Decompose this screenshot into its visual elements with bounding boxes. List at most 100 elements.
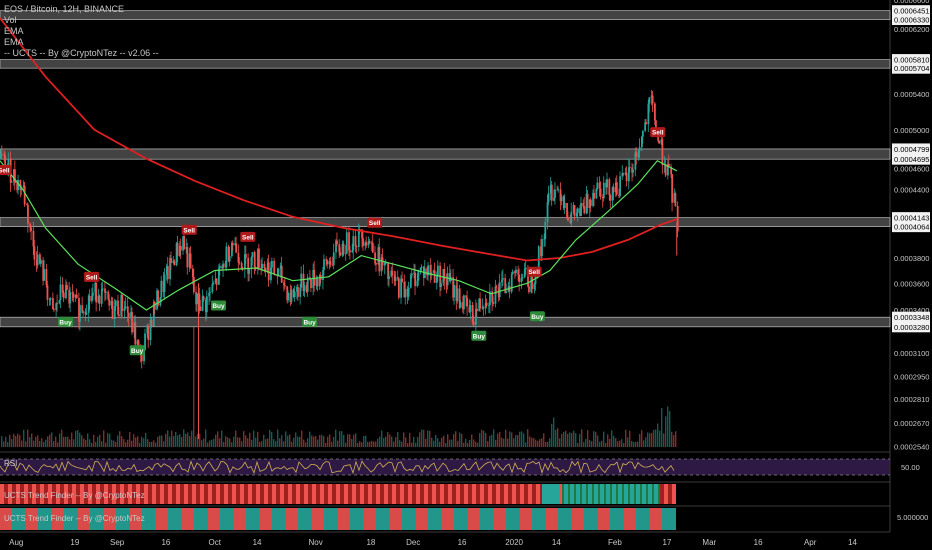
- signal-box: [529, 311, 545, 322]
- volume-bar: [579, 434, 581, 447]
- candle-body: [131, 312, 133, 333]
- trend-bar: [598, 508, 600, 530]
- trend-bar: [222, 484, 224, 504]
- volume-bar: [439, 441, 441, 447]
- trend-bar: [258, 508, 260, 530]
- trend-bar: [232, 508, 234, 530]
- volume-bar: [333, 436, 335, 447]
- trend-bar: [148, 508, 150, 530]
- volume-bar: [295, 432, 297, 447]
- trend-bar: [26, 484, 28, 504]
- trend-bar: [34, 484, 36, 504]
- trend-bar: [344, 508, 346, 530]
- legend-item-ucts[interactable]: -- UCTS -- By @CryptoNTez -- v2.06 --: [4, 48, 159, 58]
- trend-bar: [336, 484, 338, 504]
- trend-bar: [314, 484, 316, 504]
- candle-body: [178, 245, 181, 256]
- legend-item-ema-fast[interactable]: EMA: [4, 26, 24, 36]
- volume-bar: [249, 432, 251, 447]
- volume-bar: [353, 434, 355, 447]
- trend-bar: [106, 508, 108, 530]
- volume-bar: [137, 436, 139, 447]
- trend-bar: [156, 484, 158, 504]
- candle-body: [440, 283, 443, 287]
- volume-bar: [495, 439, 497, 447]
- volume-bar: [173, 436, 175, 447]
- volume-bar: [297, 436, 299, 447]
- candle-body: [48, 299, 51, 301]
- trend-bar: [660, 508, 662, 530]
- trend-bar: [422, 508, 424, 530]
- candle-body: [400, 278, 403, 298]
- trend-bar: [670, 508, 672, 530]
- candle-body: [98, 295, 101, 304]
- trend-bar: [166, 484, 168, 504]
- trend-bar: [592, 508, 594, 530]
- trend-bar: [520, 484, 522, 504]
- candle-body: [605, 182, 607, 188]
- volume-bar: [401, 441, 403, 447]
- candle-body: [231, 243, 233, 256]
- volume-bar: [107, 433, 109, 447]
- trend-bar: [60, 508, 62, 530]
- candle-body: [554, 189, 556, 198]
- trend-bar: [470, 508, 472, 530]
- trend-bar: [318, 484, 320, 504]
- trend-bar: [360, 508, 362, 530]
- volume-bar: [563, 431, 565, 447]
- trend-bar: [286, 508, 288, 530]
- candle-body: [549, 184, 552, 194]
- trend-bar: [240, 508, 242, 530]
- candle-body: [445, 280, 448, 286]
- volume-bar: [497, 433, 499, 447]
- volume-bar: [473, 439, 475, 447]
- trend-bar: [194, 508, 196, 530]
- volume-bar: [649, 433, 651, 447]
- candle-body: [433, 270, 436, 283]
- trend-bar: [216, 484, 218, 504]
- trend-bar: [184, 484, 186, 504]
- trend-bar: [388, 484, 390, 504]
- candle-body: [72, 293, 75, 298]
- trend-bar: [664, 508, 666, 530]
- candle-body: [30, 227, 33, 231]
- trend-bar: [80, 484, 82, 504]
- candle-body: [322, 270, 324, 281]
- trend-bar: [496, 484, 498, 504]
- candle-body: [97, 295, 100, 303]
- volume-bar: [421, 429, 423, 447]
- volume-bar: [183, 429, 185, 447]
- volume-bar: [239, 437, 241, 447]
- volume-bar: [403, 432, 405, 447]
- trend-bar: [52, 484, 54, 504]
- trend-bar: [610, 484, 612, 504]
- trend-bar: [606, 508, 608, 530]
- legend-item-volume[interactable]: Vol: [4, 15, 17, 25]
- trend-bar: [136, 508, 138, 530]
- volume-bar: [39, 440, 41, 447]
- candle-body: [504, 278, 507, 294]
- trend-bar: [142, 508, 144, 530]
- candle-body: [345, 232, 348, 254]
- candle-body: [234, 243, 237, 245]
- legend-item-ema-slow[interactable]: EMA: [4, 37, 24, 47]
- trend-bar: [652, 484, 654, 504]
- candle-body: [94, 282, 97, 293]
- trend-bar: [336, 508, 338, 530]
- volume-bar: [135, 437, 137, 447]
- volume-bar: [285, 431, 287, 447]
- trend-bar: [128, 508, 130, 530]
- trend-bar: [540, 484, 542, 504]
- volume-bar: [167, 430, 169, 447]
- candle-body: [87, 295, 90, 313]
- candle-body: [120, 294, 123, 317]
- trend-bar: [82, 508, 84, 530]
- candle-body: [62, 292, 65, 299]
- price-axis-highlight: [892, 5, 930, 17]
- price-axis-label: 0.0006451: [894, 7, 929, 16]
- trend-bar: [176, 508, 178, 530]
- candle-body: [92, 292, 94, 296]
- volume-bar: [51, 432, 53, 447]
- trend-bar: [528, 508, 530, 530]
